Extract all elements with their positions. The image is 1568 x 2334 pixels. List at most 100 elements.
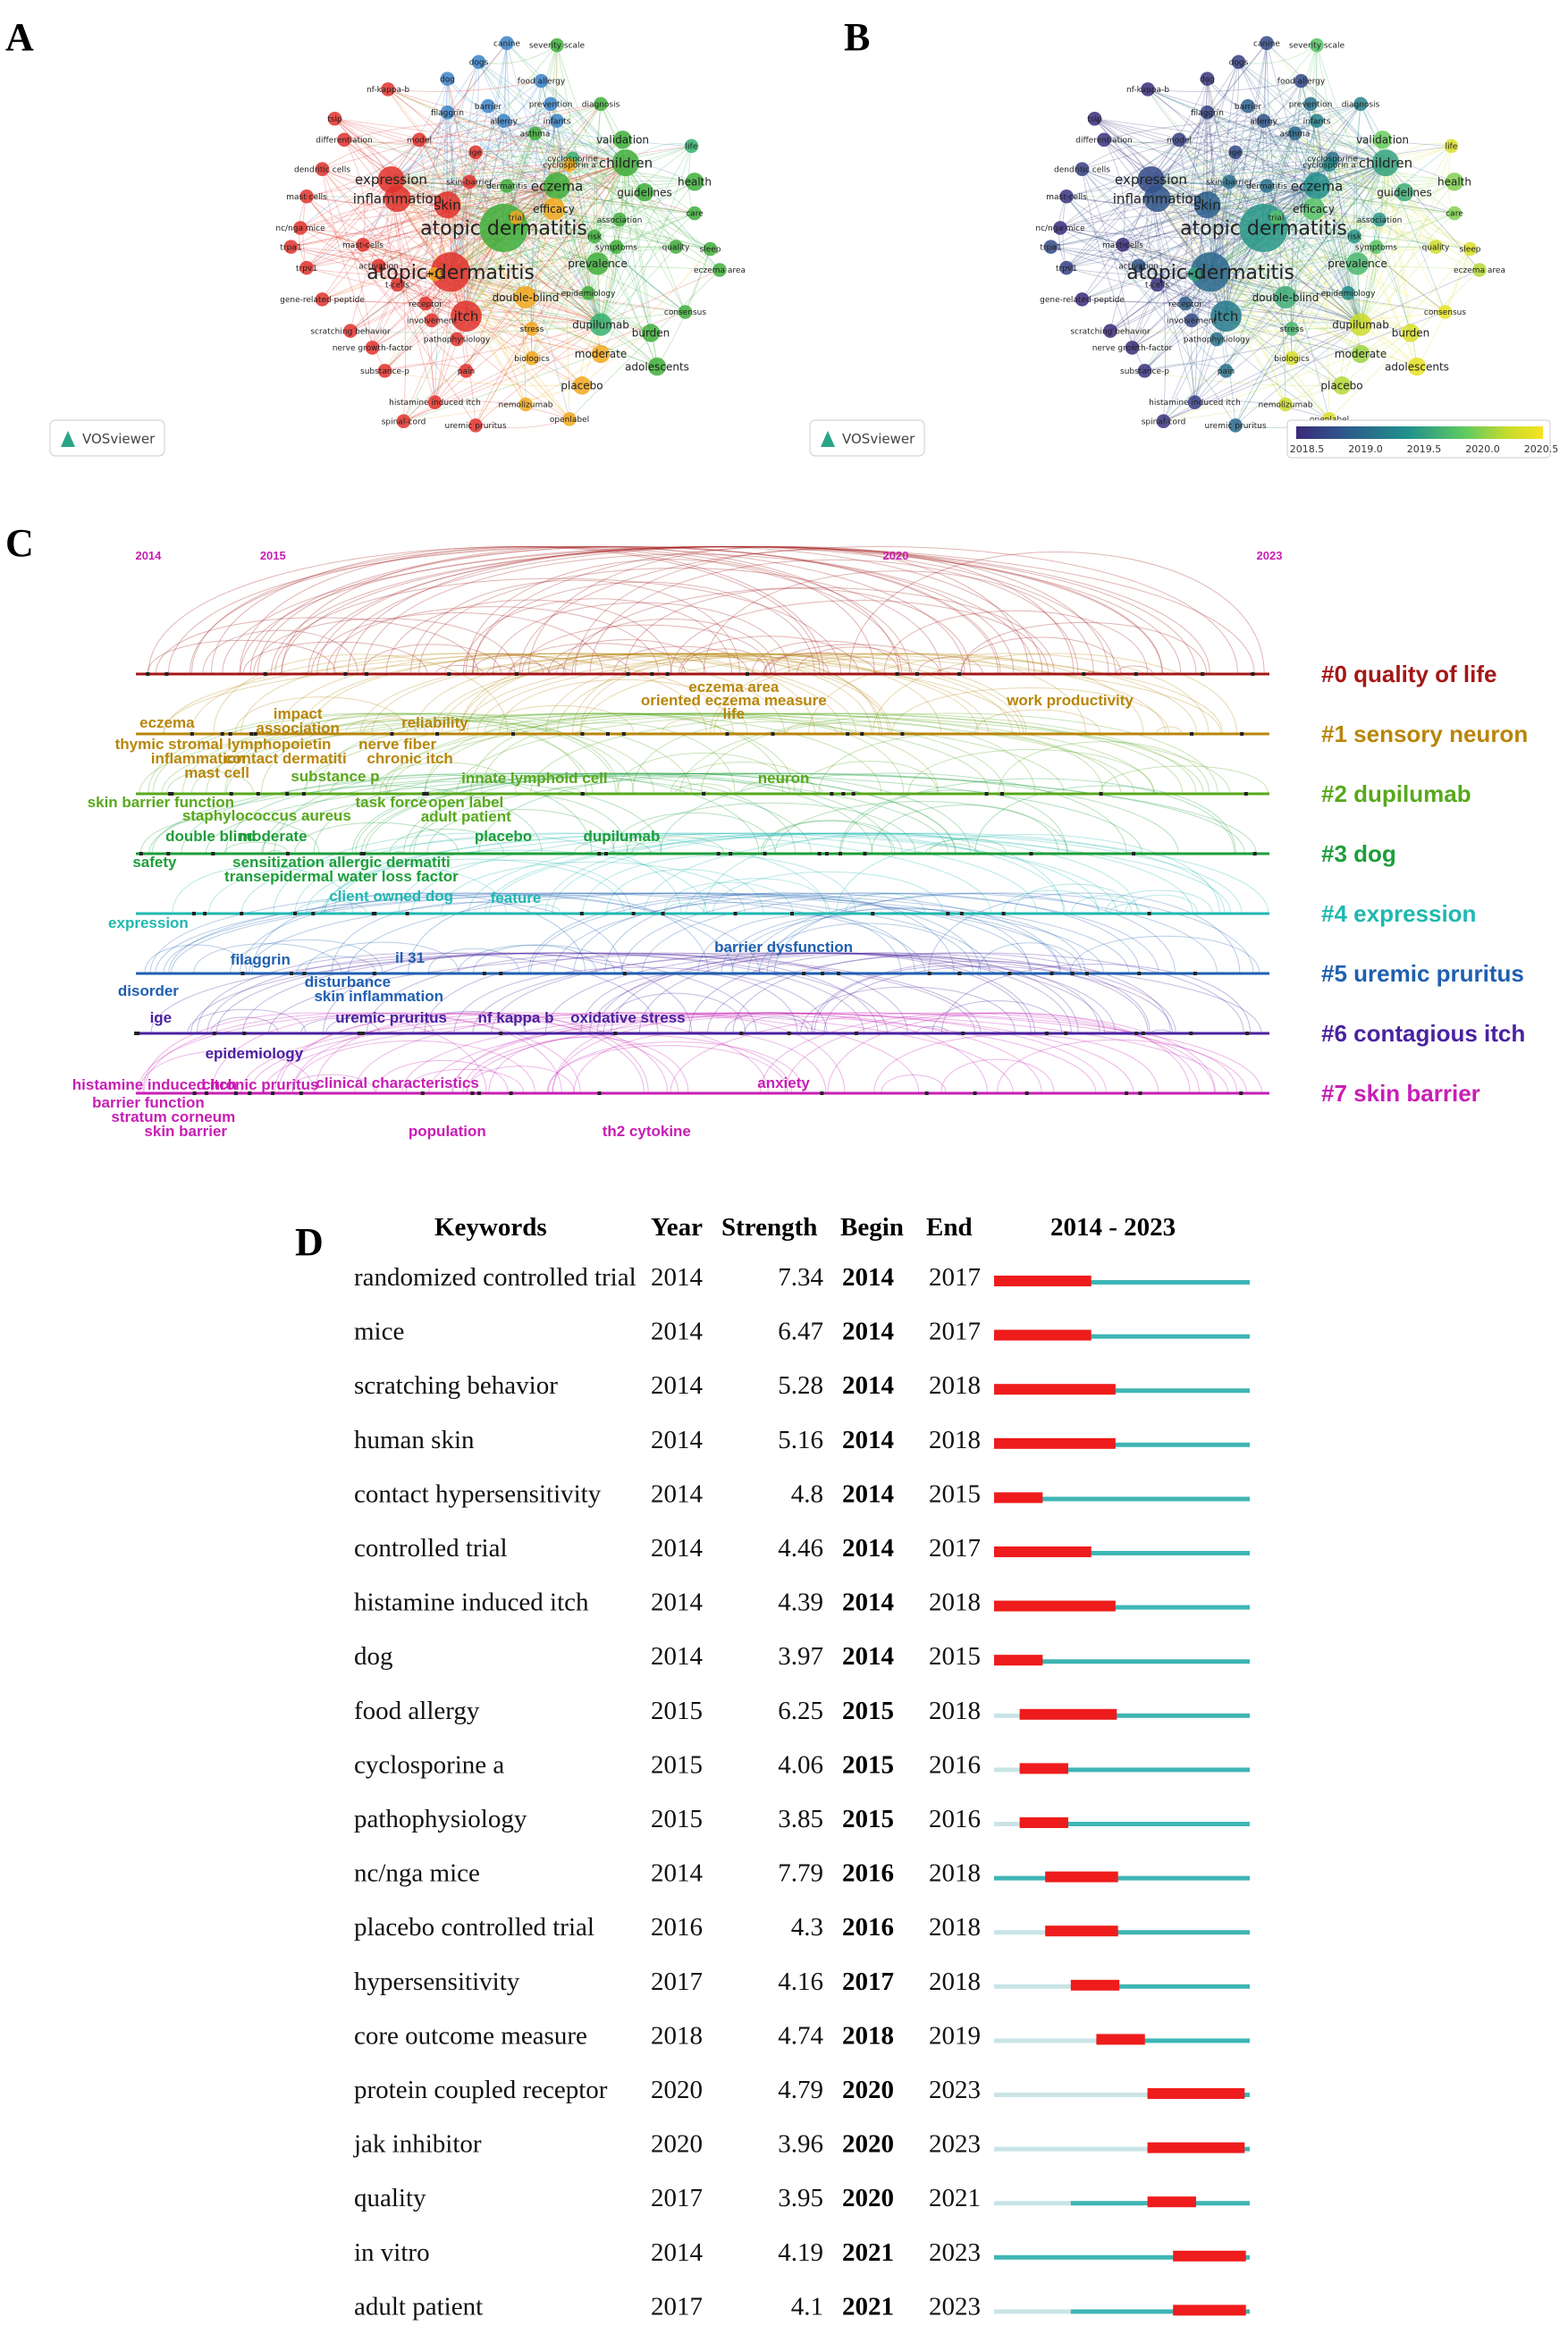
node-prevalence[interactable] bbox=[1345, 252, 1370, 275]
node-differentiation[interactable] bbox=[337, 132, 351, 147]
node-trial[interactable] bbox=[509, 210, 524, 225]
node-symptoms[interactable] bbox=[609, 240, 624, 254]
node-epidemiology[interactable] bbox=[1341, 286, 1355, 300]
node-atopic-dermatitis[interactable] bbox=[430, 252, 471, 292]
node-eczema[interactable] bbox=[1303, 173, 1330, 199]
node-sleep[interactable] bbox=[703, 241, 718, 257]
node-diagnosis[interactable] bbox=[594, 97, 608, 112]
node-life[interactable] bbox=[1444, 139, 1459, 154]
node-inflammation[interactable] bbox=[384, 185, 411, 213]
node-nf-kappa-b[interactable] bbox=[381, 82, 395, 97]
node-adolescents[interactable] bbox=[1407, 357, 1427, 376]
node-burden[interactable] bbox=[1401, 324, 1420, 342]
node-association[interactable] bbox=[1372, 212, 1387, 227]
node-biologics[interactable] bbox=[1285, 350, 1299, 366]
node-atopic-dermatitis[interactable] bbox=[1190, 252, 1231, 292]
node-model[interactable] bbox=[412, 132, 426, 147]
node-epidemiology[interactable] bbox=[581, 286, 595, 300]
node-pathophysiology[interactable] bbox=[450, 332, 464, 347]
node-skin-barrier[interactable] bbox=[1222, 174, 1236, 190]
node-efficacy[interactable] bbox=[542, 198, 566, 221]
node-children[interactable] bbox=[1372, 149, 1399, 177]
node-activation[interactable] bbox=[371, 258, 386, 274]
node-infants[interactable] bbox=[550, 114, 564, 128]
node-diagnosis[interactable] bbox=[1353, 97, 1368, 112]
node-risk[interactable] bbox=[1347, 229, 1361, 244]
node-nerve-growth-factor[interactable] bbox=[365, 341, 380, 355]
node-activation[interactable] bbox=[1131, 258, 1146, 274]
node-placebo[interactable] bbox=[572, 376, 592, 395]
node-nc-nga-mice[interactable] bbox=[293, 221, 308, 235]
node-substance-p[interactable] bbox=[377, 364, 392, 378]
node-care[interactable] bbox=[1447, 206, 1462, 221]
node-stress[interactable] bbox=[525, 322, 539, 336]
node-mast-cells[interactable] bbox=[356, 238, 370, 252]
node-pain[interactable] bbox=[1218, 364, 1234, 378]
node-dermatitis[interactable] bbox=[500, 179, 514, 193]
node-health[interactable] bbox=[1445, 173, 1464, 191]
node-cyclosporin-a[interactable] bbox=[562, 157, 577, 173]
node-nemolizumab[interactable] bbox=[1278, 397, 1293, 412]
node-filaggrin[interactable] bbox=[440, 105, 455, 120]
node-eczema-area[interactable] bbox=[712, 263, 727, 277]
node-openlabel[interactable] bbox=[562, 412, 577, 426]
node-il-13[interactable] bbox=[1187, 266, 1202, 282]
node-children[interactable] bbox=[612, 149, 639, 177]
node-asthma[interactable] bbox=[527, 126, 543, 141]
node-nc-nga-mice[interactable] bbox=[1053, 221, 1067, 235]
node-dupilumab[interactable] bbox=[1349, 313, 1372, 336]
node-dog[interactable] bbox=[1200, 72, 1215, 86]
node-dermatitis[interactable] bbox=[1260, 179, 1274, 193]
node-dog[interactable] bbox=[440, 72, 455, 86]
node-prevention[interactable] bbox=[544, 97, 558, 112]
node-prevalence[interactable] bbox=[586, 252, 610, 275]
node-life[interactable] bbox=[684, 139, 699, 154]
node-severity-scale[interactable] bbox=[550, 38, 564, 53]
node-dogs[interactable] bbox=[471, 55, 486, 70]
node-validation[interactable] bbox=[1373, 131, 1392, 149]
node-uremic-pruritus[interactable] bbox=[468, 418, 483, 433]
node-mast-cells[interactable] bbox=[1059, 189, 1074, 204]
node-scratching-behavior[interactable] bbox=[343, 324, 358, 338]
node-il-13[interactable] bbox=[427, 266, 443, 282]
node-asthma[interactable] bbox=[1287, 126, 1302, 141]
node-receptor[interactable] bbox=[1178, 296, 1193, 311]
node-involvement[interactable] bbox=[1184, 313, 1199, 328]
node-spinal-cord[interactable] bbox=[396, 414, 411, 429]
node-itch[interactable] bbox=[1210, 300, 1242, 333]
node-nerve-growth-factor[interactable] bbox=[1125, 341, 1140, 355]
node-t-cells[interactable] bbox=[1150, 277, 1165, 292]
node-eczema-area[interactable] bbox=[1472, 263, 1487, 277]
node-food-allergy[interactable] bbox=[1294, 73, 1309, 88]
node-validation[interactable] bbox=[613, 131, 632, 149]
node-consensus[interactable] bbox=[678, 305, 693, 319]
node-adolescents[interactable] bbox=[647, 357, 667, 376]
node-pathophysiology[interactable] bbox=[1210, 332, 1224, 347]
node-sleep[interactable] bbox=[1463, 241, 1478, 257]
node-trpv1[interactable] bbox=[299, 260, 314, 275]
node-risk[interactable] bbox=[587, 229, 602, 244]
node-scratching-behavior[interactable] bbox=[1103, 324, 1117, 338]
node-skin-barrier[interactable] bbox=[462, 174, 476, 190]
node-dendritic-cells[interactable] bbox=[315, 162, 330, 176]
node-receptor[interactable] bbox=[418, 296, 433, 311]
node-care[interactable] bbox=[687, 206, 702, 221]
node-barrier[interactable] bbox=[481, 98, 495, 114]
node-allergy[interactable] bbox=[496, 114, 511, 128]
node-nemolizumab[interactable] bbox=[518, 397, 533, 412]
node-placebo[interactable] bbox=[1332, 376, 1352, 395]
node-histamine-induced-itch[interactable] bbox=[1187, 395, 1202, 409]
node-histamine-induced-itch[interactable] bbox=[427, 395, 443, 409]
node-double-blind[interactable] bbox=[514, 285, 537, 309]
node-filaggrin[interactable] bbox=[1200, 105, 1215, 120]
node-uremic-pruritus[interactable] bbox=[1228, 418, 1243, 433]
node-canine[interactable] bbox=[1260, 36, 1274, 50]
node-spinal-cord[interactable] bbox=[1156, 414, 1171, 429]
node-tslp[interactable] bbox=[327, 112, 342, 126]
node-moderate[interactable] bbox=[591, 344, 611, 364]
node-ige[interactable] bbox=[1228, 145, 1243, 160]
node-trpa1[interactable] bbox=[1043, 240, 1058, 254]
node-t-cells[interactable] bbox=[390, 277, 405, 292]
node-mast-cells[interactable] bbox=[299, 189, 314, 204]
node-itch[interactable] bbox=[451, 300, 482, 333]
